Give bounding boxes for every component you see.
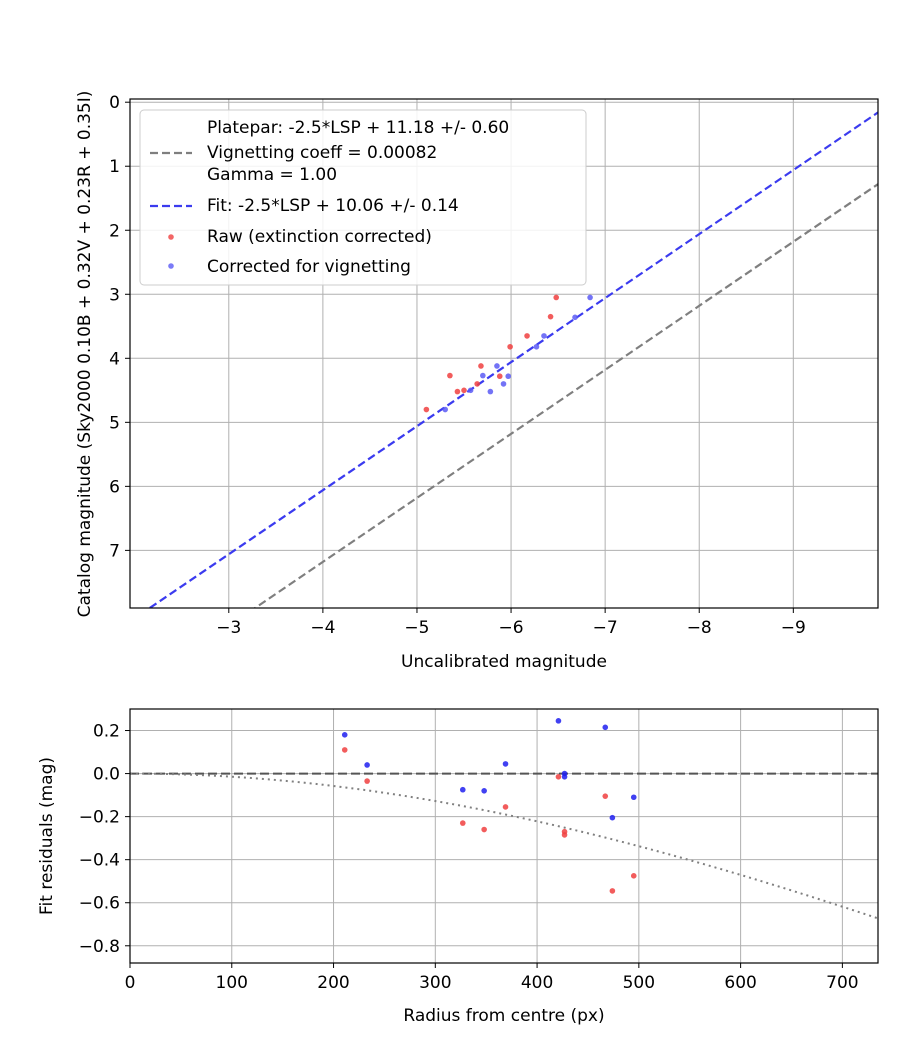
raw-point	[547, 313, 554, 320]
corrected-point	[587, 294, 593, 301]
bottom-x-tick-label: 300	[419, 973, 451, 993]
bottom-axes-frame	[129, 708, 879, 964]
raw-point	[454, 388, 461, 395]
residual-corrected-point	[481, 787, 487, 794]
corrected-point	[572, 314, 578, 321]
raw-point	[507, 343, 513, 350]
corrected-point	[487, 388, 494, 395]
corrected-point	[533, 343, 540, 350]
residual-raw-point	[481, 826, 487, 833]
legend-gamma: Gamma = 1.00	[207, 165, 337, 185]
corrected-point	[500, 381, 507, 387]
raw-point	[553, 294, 560, 301]
top-x-tick-label: −4	[310, 618, 335, 638]
legend-platepar: Platepar: -2.5*LSP + 11.18 +/- 0.60	[207, 118, 509, 138]
legend-corrected-marker	[168, 263, 174, 269]
bottom-y-tick-label: 0.0	[93, 765, 120, 785]
top-ticks: −3 −4 −5 −6 −7 −8 −9 0 1 2 3 4 5 6 7	[109, 93, 806, 638]
residual-corrected-point	[561, 774, 568, 780]
residual-corrected-point	[602, 724, 609, 731]
calibration-plot: −3 −4 −5 −6 −7 −8 −9 0 1 2 3 4 5 6 7 Platepar: -2.5*LS…	[75, 91, 879, 672]
residuals-plot: 0 100 200 300 400 500 600 700 0.2 0.0 −0.2 −0.4 −0.6…	[37, 708, 879, 1026]
residual-corrected-point	[364, 762, 370, 768]
residual-raw-point	[561, 832, 568, 838]
residual-corrected-point	[341, 732, 348, 738]
top-x-tick-label: −9	[781, 618, 806, 638]
residual-corrected-point	[555, 718, 562, 724]
raw-point	[524, 333, 530, 339]
top-x-tick-label: −7	[593, 618, 618, 638]
top-y-tick-label: 2	[109, 221, 120, 241]
bottom-reference-lines	[130, 772, 878, 920]
top-y-tick-label: 0	[109, 93, 120, 113]
top-y-tick-label: 5	[109, 413, 120, 433]
top-x-tick-label: −3	[216, 618, 241, 638]
legend-box	[139, 109, 587, 286]
residual-corrected-point	[459, 786, 466, 793]
residual-corrected-point	[502, 761, 509, 767]
top-fit-lines	[147, 111, 878, 608]
top-axes-frame	[129, 98, 879, 609]
residual-raw-point	[609, 888, 616, 894]
top-scatter-points	[423, 294, 593, 413]
bottom-x-axis-label: Radius from centre (px)	[403, 1006, 604, 1026]
bottom-y-tick-label: −0.4	[79, 851, 120, 871]
residual-raw-point	[341, 747, 348, 753]
corrected-point	[480, 372, 486, 379]
raw-point	[461, 387, 467, 394]
bottom-x-tick-label: 500	[623, 973, 655, 993]
residual-corrected-point	[609, 814, 616, 821]
bottom-scatter-points	[341, 718, 637, 894]
top-y-tick-label: 3	[109, 285, 120, 305]
top-x-tick-label: −5	[404, 618, 429, 638]
top-x-axis-label: Uncalibrated magnitude	[401, 652, 607, 672]
bottom-ticks: 0 100 200 300 400 500 600 700 0.2 0.0 −0.2 −0.4 −0.6…	[79, 722, 859, 993]
bottom-x-tick-label: 600	[724, 973, 756, 993]
residual-raw-point	[364, 778, 370, 784]
fit-line	[147, 111, 878, 608]
corrected-point	[505, 373, 512, 380]
legend-fit: Fit: -2.5*LSP + 10.06 +/- 0.14	[207, 196, 459, 216]
residual-raw-point	[555, 774, 562, 780]
corrected-point	[442, 406, 448, 413]
residual-raw-point	[602, 793, 609, 799]
top-y-tick-label: 7	[109, 541, 120, 561]
bottom-x-tick-label: 700	[826, 973, 858, 993]
bottom-x-tick-label: 0	[125, 973, 136, 993]
corrected-point	[541, 333, 547, 339]
raw-point	[496, 373, 503, 380]
residual-raw-point	[459, 820, 466, 826]
bottom-x-tick-label: 100	[216, 973, 248, 993]
corrected-point	[494, 363, 500, 369]
residual-corrected-point	[630, 794, 637, 801]
legend-corrected: Corrected for vignetting	[207, 257, 411, 277]
bottom-y-tick-label: 0.2	[93, 722, 120, 742]
top-y-tick-label: 1	[109, 157, 120, 177]
residual-raw-point	[502, 804, 509, 810]
raw-point	[423, 406, 430, 413]
raw-point	[474, 381, 480, 387]
legend-vignetting: Vignetting coeff = 0.00082	[207, 143, 437, 163]
top-y-axis-label: Catalog magnitude (Sky2000 0.10B + 0.32V…	[75, 91, 95, 618]
top-x-tick-label: −6	[499, 618, 524, 638]
legend-raw: Raw (extinction corrected)	[207, 227, 432, 247]
legend-raw-marker	[168, 234, 174, 240]
top-y-tick-label: 6	[109, 477, 120, 497]
bottom-x-tick-label: 200	[317, 973, 349, 993]
top-x-tick-label: −8	[687, 618, 712, 638]
bottom-y-tick-label: −0.2	[79, 808, 120, 828]
raw-point	[478, 363, 484, 369]
raw-point	[447, 372, 453, 379]
bottom-y-axis-label: Fit residuals (mag)	[37, 757, 57, 915]
corrected-point	[467, 387, 474, 394]
bottom-x-tick-label: 400	[521, 973, 553, 993]
top-y-tick-label: 4	[109, 349, 120, 369]
bottom-y-tick-label: −0.8	[79, 937, 120, 957]
legend: Platepar: -2.5*LSP + 11.18 +/- 0.60 Vign…	[139, 109, 587, 286]
residual-raw-point	[630, 873, 637, 879]
bottom-y-tick-label: −0.6	[79, 894, 120, 914]
